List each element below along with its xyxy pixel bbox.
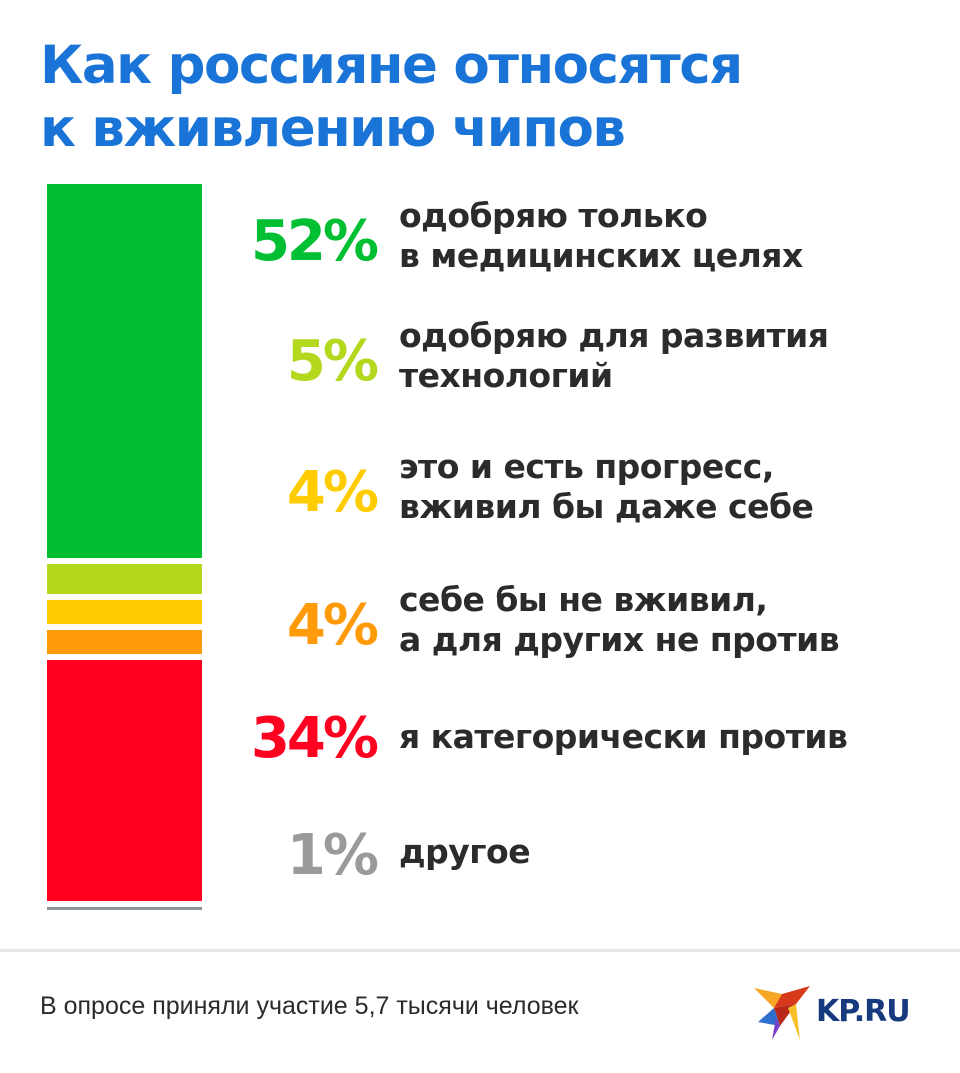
percent-value: 52% [250, 209, 379, 274]
percent-value: 34% [250, 706, 379, 771]
bar-segment-progress [47, 600, 202, 624]
logo-text: KP.RU [816, 994, 911, 1029]
footer-divider [0, 949, 960, 952]
bar-segment-technology [47, 564, 202, 594]
percent-value: 5% [286, 329, 379, 394]
bar-segment-medical [47, 184, 202, 558]
bar-segment-against [47, 660, 202, 901]
survey-note: В опросе приняли участие 5,7 тысячи чело… [40, 992, 579, 1020]
percent-value: 4% [286, 593, 379, 658]
legend-label: одобряю для развития технологий [399, 316, 829, 395]
kp-logo[interactable]: KP.RU [752, 982, 932, 1042]
legend-label: себе бы не вживил, а для других не проти… [399, 580, 840, 659]
title-line-2: к вживлению чипов [40, 98, 626, 159]
legend-label: другое [399, 832, 531, 871]
legend-label: я категорически против [399, 717, 848, 756]
page-title: Как россияне относятся к вживлению чипов [40, 34, 743, 160]
bar-segment-others-ok [47, 630, 202, 654]
percent-value: 4% [286, 460, 379, 525]
bird-icon [754, 986, 810, 1040]
title-line-1: Как россияне относятся [40, 35, 743, 96]
percent-value: 1% [286, 823, 379, 888]
bar-segment-other [47, 907, 202, 910]
legend-label: это и есть прогресс, вживил бы даже себе [399, 447, 814, 526]
legend-label: одобряю только в медицинских целях [399, 196, 803, 275]
